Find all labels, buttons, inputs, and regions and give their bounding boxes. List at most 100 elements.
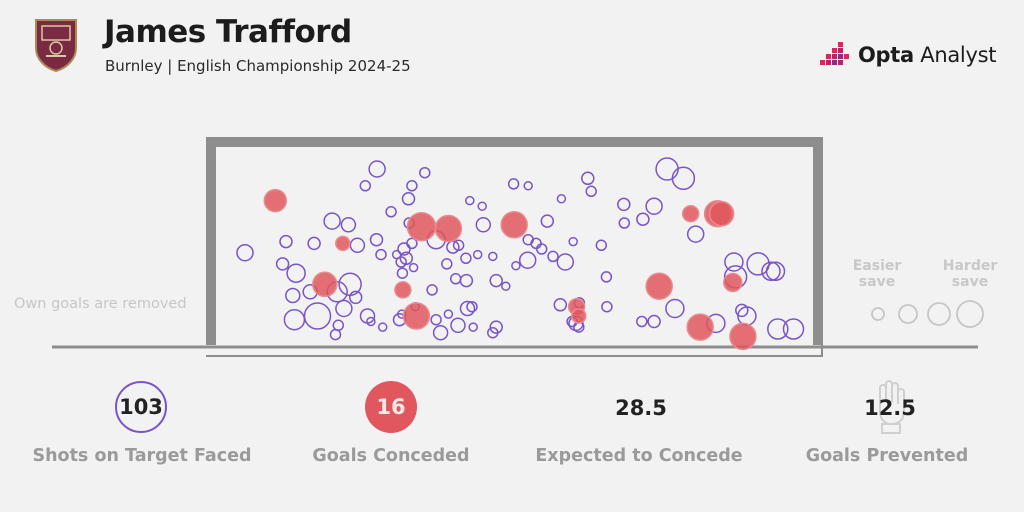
shot-saved-point [767, 318, 789, 340]
shot-saved-point [540, 214, 555, 228]
shot-saved-point [522, 233, 534, 246]
goal-conceded-point [681, 204, 700, 223]
shot-saved-point [236, 243, 254, 262]
shot-saved-point [465, 195, 475, 206]
goal-conceded-point [394, 281, 412, 299]
shot-saved-point [460, 252, 472, 265]
shot-saved-point [446, 240, 460, 254]
shot-saved-point [655, 157, 679, 181]
shot-saved-point [547, 250, 559, 263]
shot-saved-point [348, 290, 363, 305]
shot-saved-point [303, 302, 332, 330]
subtitle: Burnley | English Championship 2024-25 [105, 57, 411, 75]
shot-saved-point [335, 299, 353, 318]
shot-saved-point [408, 262, 419, 273]
shot-saved-point [475, 217, 492, 233]
goals-value-circle: 16 [365, 381, 417, 433]
shot-saved-point [523, 181, 533, 191]
shot-saved-point [340, 217, 357, 233]
shot-saved-point [553, 298, 568, 312]
shot-saved-point [556, 253, 575, 271]
shot-saved-point [349, 237, 366, 254]
shot-saved-point [585, 185, 597, 198]
shot-saved-point [426, 284, 438, 296]
shot-saved-point [724, 252, 744, 272]
shot-saved-point [746, 252, 770, 276]
shot-saved-point [430, 313, 442, 326]
shot-saved-point [600, 271, 613, 283]
shot-saved-point [441, 258, 453, 270]
shot-saved-point [369, 232, 384, 247]
goal-frame [206, 137, 823, 357]
shot-saved-point [459, 300, 476, 317]
shot-saved-point [450, 317, 466, 334]
shot-saved-point [618, 217, 631, 229]
opta-logo-icon [820, 42, 849, 65]
xg-value: 28.5 [615, 396, 667, 420]
shot-saved-point [468, 322, 478, 332]
shot-saved-point [396, 267, 409, 279]
goal-conceded-point [312, 271, 338, 298]
shot-saved-point [581, 171, 595, 186]
shot-saved-point [489, 273, 503, 288]
opta-analyst-logo: Opta Analyst [818, 40, 996, 70]
shot-saved-point [459, 273, 474, 288]
shot-saved-point [452, 239, 465, 252]
goal-conceded-point [434, 214, 463, 243]
goal-conceded-point [500, 211, 528, 239]
prevented-label: Goals Prevented [805, 446, 969, 466]
xg-label: Expected to Concede [535, 446, 743, 466]
goal-conceded-point [708, 200, 735, 227]
shot-saved-point [368, 160, 386, 178]
shot-saved-point [568, 236, 578, 247]
shot-saved-point [285, 287, 301, 304]
size-legend [871, 300, 984, 328]
shot-saved-point [487, 326, 499, 339]
shot-saved-point [332, 319, 345, 332]
legend-bubble-2 [898, 304, 918, 324]
shot-saved-point [645, 197, 663, 215]
shot-saved-point [419, 166, 431, 179]
shot-saved-point [443, 309, 454, 319]
shot-saved-point [359, 180, 372, 192]
shot-saved-point [397, 242, 411, 256]
shot-saved-point [432, 324, 449, 341]
logo-opta: Opta [858, 43, 914, 67]
shot-saved-point [735, 303, 749, 318]
shot-saved-point [307, 236, 321, 251]
shot-saved-point [761, 261, 781, 282]
shot-saved-point [501, 281, 511, 291]
shot-saved-point [279, 234, 293, 249]
goal-conceded-point [645, 272, 673, 300]
shot-saved-point [765, 261, 786, 282]
shot-saved-point [511, 260, 521, 271]
shots-layer [236, 157, 805, 351]
shot-saved-point [385, 206, 397, 218]
shot-saved-point [518, 251, 537, 269]
shot-saved-point [477, 201, 487, 211]
shots-label: Shots on Target Faced [32, 446, 252, 466]
goal-conceded-point [686, 313, 714, 341]
shot-saved-point [556, 194, 567, 204]
shot-saved-point [671, 166, 696, 191]
goal-conceded-point [402, 302, 431, 330]
shots-value-circle: 103 [115, 381, 167, 433]
shot-saved-point [595, 239, 608, 252]
shot-saved-point [601, 300, 613, 313]
shot-saved-point [535, 243, 548, 255]
goal-conceded-point [729, 322, 757, 351]
shot-saved-point [636, 212, 650, 226]
goal-conceded-point [263, 188, 288, 213]
player-name: James Trafford [104, 14, 352, 50]
shot-saved-point [406, 180, 418, 192]
goals-label: Goals Conceded [312, 446, 470, 466]
shot-saved-point [286, 263, 306, 283]
shot-saved-point [401, 192, 416, 206]
shot-saved-point [489, 320, 503, 334]
own-goals-note: Own goals are removed [14, 296, 187, 312]
shot-saved-point [395, 256, 407, 268]
shot-saved-point [488, 251, 498, 262]
legend-harder-label: Harder save [942, 258, 998, 290]
shot-saved-point [647, 314, 661, 329]
